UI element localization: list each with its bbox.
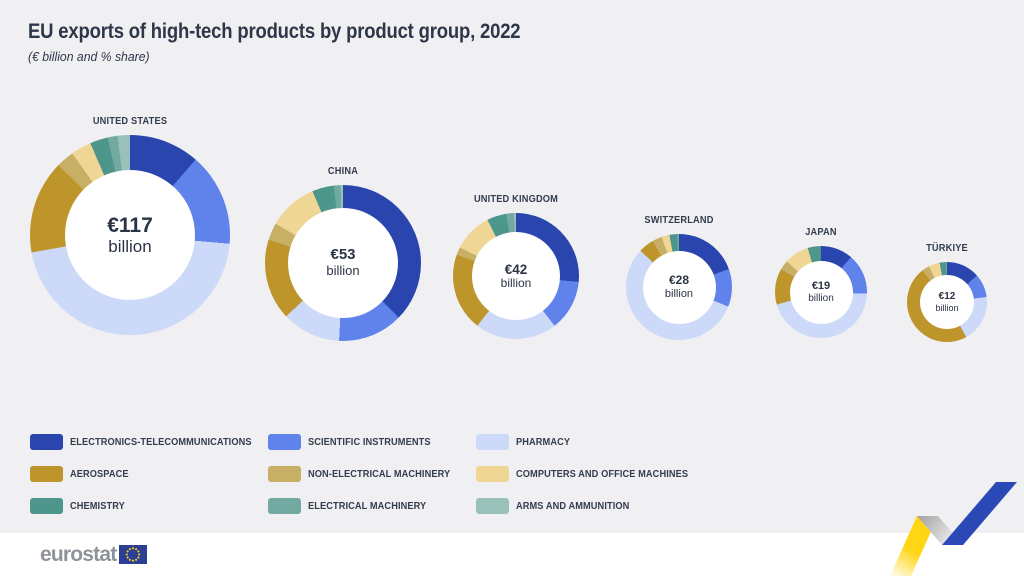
legend-label: AEROSPACE (70, 468, 129, 480)
legend-item-aerospace: AEROSPACE (30, 466, 276, 482)
legend-swatch (268, 466, 301, 482)
donut-center: €12 billion (920, 275, 974, 329)
legend-label: SCIENTIFIC INSTRUMENTS (308, 436, 431, 448)
donut-chart-united-kingdom: UNITED KINGDOM €42 billion (453, 193, 579, 339)
legend-swatch (476, 466, 509, 482)
donut-center-unit: billion (808, 292, 834, 304)
donut-center: €19 billion (789, 260, 853, 324)
legend-swatch (268, 498, 301, 514)
donut-center-value: €42 (504, 261, 528, 277)
legend-swatch (30, 498, 63, 514)
donut-ring: €42 billion (453, 213, 579, 339)
donut-ring: €117 billion (30, 135, 230, 335)
legend-swatch (268, 434, 301, 450)
donut-center: €42 billion (472, 232, 560, 320)
legend-item-non-electrical-machinery: NON-ELECTRICAL MACHINERY (268, 466, 470, 482)
eu-flag-stars (126, 547, 141, 562)
footer-background (0, 533, 1024, 576)
country-label: SWITZERLAND (644, 214, 714, 226)
donut-center: €28 billion (642, 250, 716, 324)
legend-label: ARMS AND AMMUNITION (516, 500, 630, 512)
country-label: UNITED STATES (92, 115, 168, 127)
country-label: TÜRKIYE (926, 242, 968, 254)
donut-center-unit: billion (664, 287, 694, 300)
legend-item-arms-and-ammunition: ARMS AND AMMUNITION (476, 498, 712, 514)
donut-center-unit: billion (500, 275, 532, 290)
legend-column: ELECTRONICS-TELECOMMUNICATIONS AEROSPACE C… (30, 434, 276, 530)
legend-swatch (476, 498, 509, 514)
donut-center-value: €19 (811, 280, 831, 293)
legend-column: SCIENTIFIC INSTRUMENTS NON-ELECTRICAL MAC… (268, 434, 470, 530)
donut-center: €117 billion (65, 170, 195, 300)
eu-flag-icon (119, 545, 148, 564)
legend-item-electronics-telecommunications: ELECTRONICS-TELECOMMUNICATIONS (30, 434, 276, 450)
eurostat-logo-text: eurostat (40, 543, 117, 566)
donut-ring: €28 billion (626, 234, 732, 340)
ribbon-zigzag-decoration (890, 482, 1017, 576)
legend-label: CHEMISTRY (70, 500, 125, 512)
ribbon-yellow-band (890, 516, 938, 576)
legend-swatch (30, 434, 63, 450)
eurostat-logo: eurostat (40, 543, 148, 566)
legend-swatch (30, 466, 63, 482)
ribbon-blue-band (942, 482, 1017, 545)
donut-center-value: €12 (938, 291, 956, 303)
donut-center-value: €117 (107, 213, 153, 237)
country-label: UNITED KINGDOM (473, 193, 559, 205)
legend-label: PHARMACY (516, 436, 571, 448)
country-label: CHINA (327, 165, 359, 177)
legend-column: PHARMACY COMPUTERS AND OFFICE MACHINES ARM… (476, 434, 712, 530)
donut-ring: €53 billion (265, 185, 421, 341)
legend-item-scientific-instruments: SCIENTIFIC INSTRUMENTS (268, 434, 470, 450)
legend-item-electrical-machinery: ELECTRICAL MACHINERY (268, 498, 470, 514)
donut-ring: €19 billion (775, 246, 867, 338)
legend-item-computers-and-office-machines: COMPUTERS AND OFFICE MACHINES (476, 466, 712, 482)
donut-chart-t-rkiye: TÜRKIYE €12 billion (907, 242, 987, 342)
legend-item-pharmacy: PHARMACY (476, 434, 712, 450)
donut-center-unit: billion (326, 263, 360, 279)
donut-chart-china: CHINA €53 billion (265, 165, 421, 341)
donut-chart-switzerland: SWITZERLAND €28 billion (626, 214, 732, 340)
country-label: JAPAN (805, 226, 837, 238)
legend-swatch (476, 434, 509, 450)
legend-label: NON-ELECTRICAL MACHINERY (308, 468, 451, 480)
donut-center-unit: billion (108, 237, 152, 257)
page-title: EU exports of high-tech products by prod… (28, 20, 521, 43)
legend-item-chemistry: CHEMISTRY (30, 498, 276, 514)
donut-center-value: €53 (330, 246, 356, 264)
donut-center: €53 billion (288, 208, 398, 318)
legend-label: COMPUTERS AND OFFICE MACHINES (516, 468, 689, 480)
header: EU exports of high-tech products by prod… (28, 20, 588, 64)
donut-chart-japan: JAPAN €19 billion (775, 226, 867, 338)
page-subtitle: (€ billion and % share) (28, 49, 150, 64)
donut-center-value: €28 (668, 273, 690, 288)
donut-ring: €12 billion (907, 262, 987, 342)
donut-chart-united-states: UNITED STATES €117 billion (30, 115, 230, 335)
donut-center-unit: billion (935, 302, 959, 313)
legend-label: ELECTRICAL MACHINERY (308, 500, 427, 512)
legend-label: ELECTRONICS-TELECOMMUNICATIONS (70, 436, 252, 448)
